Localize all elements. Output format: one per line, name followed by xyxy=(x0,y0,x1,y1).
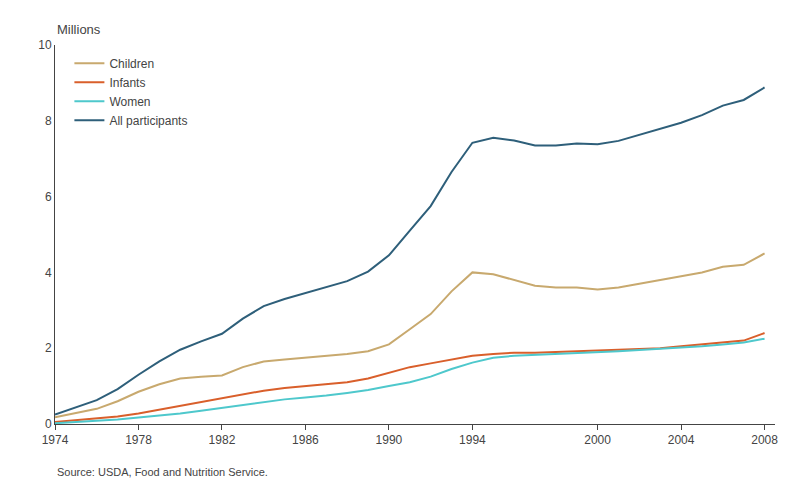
svg-text:6: 6 xyxy=(45,190,52,204)
svg-text:Source: USDA, Food and Nutriti: Source: USDA, Food and Nutrition Service… xyxy=(57,466,268,478)
svg-text:2: 2 xyxy=(45,341,52,355)
svg-text:Infants: Infants xyxy=(109,76,145,90)
svg-text:2000: 2000 xyxy=(584,433,611,447)
svg-text:1978: 1978 xyxy=(125,433,152,447)
svg-text:Children: Children xyxy=(109,57,154,71)
svg-text:10: 10 xyxy=(38,38,52,52)
svg-text:Millions: Millions xyxy=(57,22,101,37)
svg-text:1990: 1990 xyxy=(376,433,403,447)
svg-text:4: 4 xyxy=(45,266,52,280)
svg-text:2004: 2004 xyxy=(668,433,695,447)
svg-text:2008: 2008 xyxy=(751,433,778,447)
svg-text:1982: 1982 xyxy=(209,433,236,447)
svg-text:1974: 1974 xyxy=(42,433,69,447)
svg-text:8: 8 xyxy=(45,114,52,128)
svg-text:All participants: All participants xyxy=(109,114,187,128)
svg-text:1994: 1994 xyxy=(459,433,486,447)
svg-text:1986: 1986 xyxy=(292,433,319,447)
svg-text:Women: Women xyxy=(109,95,150,109)
svg-text:0: 0 xyxy=(45,417,52,431)
